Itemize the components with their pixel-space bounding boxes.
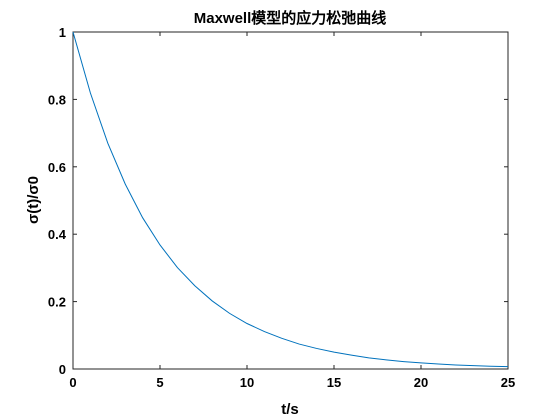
series-layer (72, 31, 509, 368)
chart-title: Maxwell模型的应力松弛曲线 (194, 9, 387, 27)
y-axis-label: σ(t)/σ0 (25, 176, 42, 224)
x-tick-label: 5 (156, 375, 163, 390)
tick-labels: 0 5 10 15 20 25 0 0.2 0.4 0.6 0.8 1 (48, 25, 515, 390)
y-tick-label: 0 (59, 362, 66, 377)
y-tick-label: 0.2 (48, 295, 66, 310)
y-tick-label: 0.6 (48, 160, 66, 175)
y-tick-label: 0.4 (48, 227, 67, 242)
x-tick-label: 15 (327, 375, 341, 390)
series-line (72, 31, 509, 368)
axes-background (72, 31, 509, 370)
x-axis-label: t/s (281, 401, 299, 418)
x-tick-label: 25 (501, 375, 515, 390)
x-tick-label: 10 (240, 375, 254, 390)
x-tick-label: 20 (414, 375, 428, 390)
y-tick-label: 1 (59, 25, 66, 40)
tick-marks (72, 31, 509, 370)
x-tick-label: 0 (69, 375, 76, 390)
y-tick-label: 0.8 (48, 92, 66, 107)
